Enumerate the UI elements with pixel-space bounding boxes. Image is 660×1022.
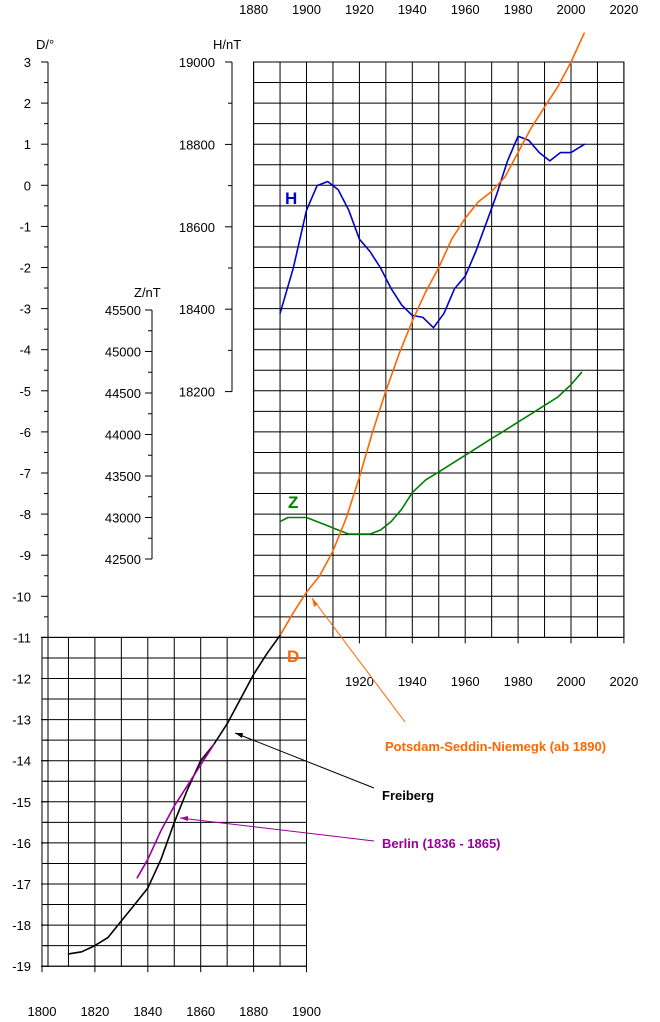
d-tick-label: 3	[24, 55, 31, 70]
h-axis-unit: H/nT	[213, 37, 241, 52]
d-tick-label: -14	[12, 754, 31, 769]
d-tick-label: -12	[12, 672, 31, 687]
series-letter-h: H	[285, 189, 297, 208]
grid	[41, 61, 625, 967]
x-top-tick-label: 1880	[239, 2, 268, 17]
x-top-tick-label: 1920	[345, 2, 374, 17]
z-tick-label: 44000	[105, 428, 141, 443]
annotation-arrowhead-freiberg	[235, 733, 243, 738]
z-tick-label: 43000	[105, 511, 141, 526]
d-tick-label: -18	[12, 918, 31, 933]
d-tick-label: -11	[13, 630, 31, 645]
d-tick-label: -13	[12, 713, 31, 728]
d-tick-label: -2	[19, 261, 31, 276]
series-line-d-berlin	[136, 743, 215, 879]
annotations: Potsdam-Seddin-Niemegk (ab 1890) Freiber…	[179, 597, 606, 851]
d-tick-label: 2	[24, 96, 31, 111]
d-tick-label: -1	[19, 219, 31, 234]
annotation-potsdam: Potsdam-Seddin-Niemegk (ab 1890)	[385, 739, 606, 754]
d-tick-label: -9	[19, 548, 31, 563]
series-layer	[67, 32, 586, 955]
z-tick-label: 42500	[105, 552, 141, 567]
z-tick-label: 45000	[105, 345, 141, 360]
x-mid-tick-label: 1980	[504, 674, 533, 689]
x-mid-tick-label: 2020	[609, 674, 638, 689]
d-tick-label: -10	[12, 589, 31, 604]
z-tick-label: 44500	[105, 386, 141, 401]
annotation-line-freiberg	[234, 732, 375, 789]
z-axis-unit: Z/nT	[134, 285, 161, 300]
series-line-d-freiberg	[67, 634, 281, 955]
h-tick-label: 18800	[179, 137, 215, 152]
series-letters: H Z D	[285, 189, 299, 666]
d-tick-label: -5	[19, 384, 31, 399]
x-top-tick-label: 2020	[609, 2, 638, 17]
x-top-tick-label: 2000	[557, 2, 586, 17]
d-tick-label: -8	[19, 507, 31, 522]
x-bottom-tick-label: 1900	[292, 1004, 321, 1019]
d-tick-label: -17	[12, 877, 31, 892]
d-tick-label: -19	[12, 959, 31, 974]
h-tick-label: 19000	[179, 55, 215, 70]
annotation-arrowhead-berlin	[180, 816, 188, 821]
annotation-arrowhead-potsdam	[312, 598, 318, 607]
x-mid-tick-label: 1940	[398, 674, 427, 689]
d-tick-label: -6	[19, 425, 31, 440]
h-tick-label: 18600	[179, 220, 215, 235]
series-line-d-potsdam	[279, 32, 586, 637]
axes: 3 2 1 0 -1 -2 -3 -4 -5 -6 -7 -8 -9 -10 -11 -12 -13 -14 -15…	[12, 2, 638, 1019]
z-tick-label: 43500	[105, 469, 141, 484]
d-tick-label: 1	[24, 137, 31, 152]
x-mid-tick-label: 1920	[345, 674, 374, 689]
x-top-tick-label: 1900	[292, 2, 321, 17]
series-line-z	[279, 371, 583, 535]
x-top-tick-label: 1940	[398, 2, 427, 17]
annotation-freiberg: Freiberg	[382, 788, 434, 803]
d-tick-label: -16	[12, 836, 31, 851]
d-tick-label: -3	[19, 302, 31, 317]
x-bottom-tick-label: 1860	[186, 1004, 215, 1019]
x-bottom-tick-label: 1880	[239, 1004, 268, 1019]
series-letter-d: D	[287, 647, 299, 666]
x-bottom-tick-label: 1820	[80, 1004, 109, 1019]
x-top-tick-label: 1980	[504, 2, 533, 17]
x-mid-tick-label: 2000	[557, 674, 586, 689]
x-bottom-tick-label: 1840	[133, 1004, 162, 1019]
h-tick-label: 18400	[179, 302, 215, 317]
annotation-line-berlin	[179, 817, 375, 842]
x-bottom-tick-label: 1800	[28, 1004, 57, 1019]
h-tick-label: 18200	[179, 385, 215, 400]
d-tick-label: 0	[24, 178, 31, 193]
d-tick-label: -7	[19, 466, 31, 481]
z-tick-label: 45500	[105, 303, 141, 318]
d-tick-label: -4	[19, 343, 31, 358]
series-line-h	[279, 135, 586, 329]
annotation-line-potsdam	[311, 597, 406, 723]
x-top-tick-label: 1960	[451, 2, 480, 17]
d-axis-unit: D/°	[36, 37, 54, 52]
annotation-berlin: Berlin (1836 - 1865)	[382, 836, 501, 851]
series-letter-z: Z	[288, 493, 298, 512]
x-mid-tick-label: 1960	[451, 674, 480, 689]
d-tick-label: -15	[12, 795, 31, 810]
